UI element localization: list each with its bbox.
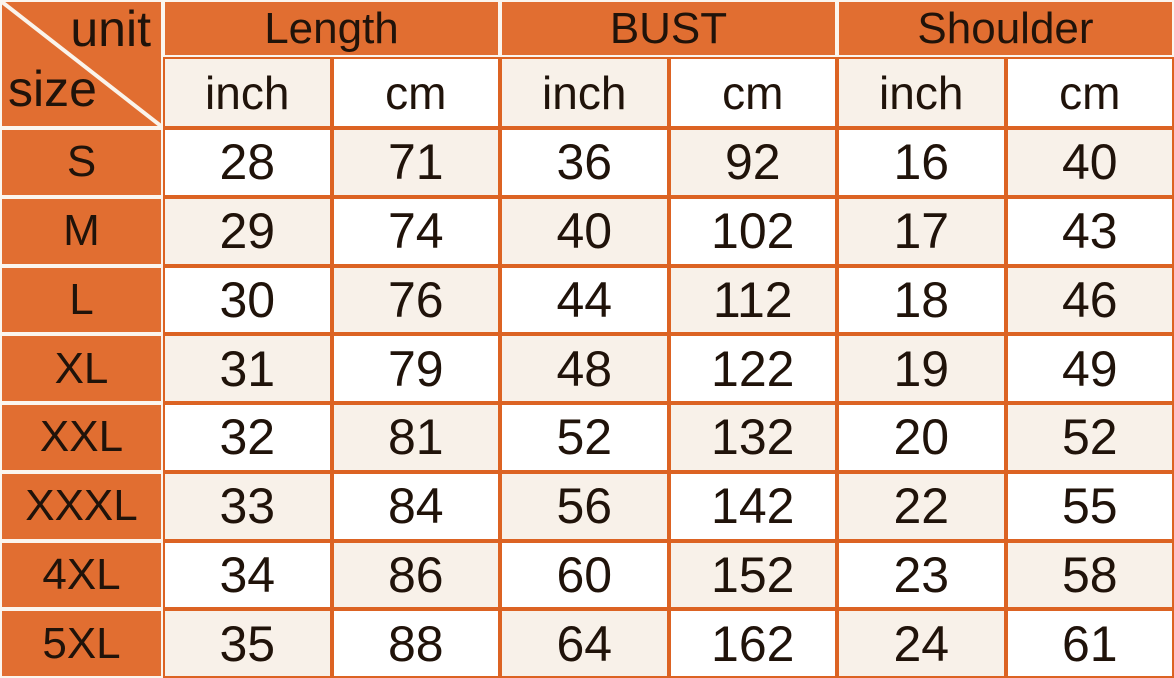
table-row: S 28 71 36 92 16 40 xyxy=(0,128,1174,197)
value-cell: 34 xyxy=(163,540,332,610)
value-cell: 152 xyxy=(668,540,837,610)
value-cell: 24 xyxy=(837,609,1006,678)
value-cell: 23 xyxy=(837,540,1006,610)
table-row: 4XL 34 86 60 152 23 58 xyxy=(0,540,1174,610)
value-cell: 43 xyxy=(1005,196,1174,266)
value-cell: 74 xyxy=(331,196,500,266)
value-cell: 32 xyxy=(163,403,332,472)
group-header-bust: BUST xyxy=(500,0,837,57)
size-rows: S 28 71 36 92 16 40 M 29 74 40 102 17 43 L 30 76 44 112 18 4… xyxy=(0,128,1174,678)
value-cell: 48 xyxy=(500,334,669,403)
size-cell: XXL xyxy=(0,403,163,472)
value-cell: 17 xyxy=(837,196,1006,266)
unit-header-row: inch cm inch cm inch cm xyxy=(0,57,1174,128)
value-cell: 71 xyxy=(331,128,500,197)
table-row: M 29 74 40 102 17 43 xyxy=(0,196,1174,266)
unit-header-bust-inch: inch xyxy=(500,57,669,128)
corner-size-label: size xyxy=(8,61,97,117)
value-cell: 55 xyxy=(1005,471,1174,541)
value-cell: 79 xyxy=(331,334,500,403)
unit-header-length-inch: inch xyxy=(163,57,332,128)
value-cell: 19 xyxy=(837,334,1006,403)
value-cell: 81 xyxy=(331,403,500,472)
corner-unit-label: unit xyxy=(70,1,151,57)
value-cell: 52 xyxy=(500,403,669,472)
size-cell: 5XL xyxy=(0,609,163,678)
value-cell: 36 xyxy=(500,128,669,197)
table-row: XL 31 79 48 122 19 49 xyxy=(0,334,1174,403)
table-row: XXL 32 81 52 132 20 52 xyxy=(0,403,1174,472)
table-row: XXXL 33 84 56 142 22 55 xyxy=(0,471,1174,541)
unit-header-shoulder-cm: cm xyxy=(1005,57,1174,128)
value-cell: 22 xyxy=(837,471,1006,541)
unit-header-length-cm: cm xyxy=(331,57,500,128)
group-header-row: unit size Length BUST Shoulder xyxy=(0,0,1174,128)
value-cell: 86 xyxy=(331,540,500,610)
value-cell: 112 xyxy=(668,265,837,335)
unit-header-bust-cm: cm xyxy=(668,57,837,128)
value-cell: 132 xyxy=(668,403,837,472)
value-cell: 28 xyxy=(163,128,332,197)
value-cell: 60 xyxy=(500,540,669,610)
size-cell: XL xyxy=(0,334,163,403)
value-cell: 162 xyxy=(668,609,837,678)
value-cell: 31 xyxy=(163,334,332,403)
value-cell: 40 xyxy=(1005,128,1174,197)
value-cell: 40 xyxy=(500,196,669,266)
value-cell: 49 xyxy=(1005,334,1174,403)
value-cell: 20 xyxy=(837,403,1006,472)
value-cell: 58 xyxy=(1005,540,1174,610)
group-header-length: Length xyxy=(163,0,500,57)
value-cell: 88 xyxy=(331,609,500,678)
value-cell: 56 xyxy=(500,471,669,541)
value-cell: 18 xyxy=(837,265,1006,335)
value-cell: 46 xyxy=(1005,265,1174,335)
value-cell: 142 xyxy=(668,471,837,541)
value-cell: 102 xyxy=(668,196,837,266)
table-row: 5XL 35 88 64 162 24 61 xyxy=(0,609,1174,678)
value-cell: 29 xyxy=(163,196,332,266)
size-cell: S xyxy=(0,128,163,197)
value-cell: 122 xyxy=(668,334,837,403)
table-row: L 30 76 44 112 18 46 xyxy=(0,265,1174,335)
value-cell: 16 xyxy=(837,128,1006,197)
value-cell: 44 xyxy=(500,265,669,335)
value-cell: 76 xyxy=(331,265,500,335)
value-cell: 30 xyxy=(163,265,332,335)
value-cell: 33 xyxy=(163,471,332,541)
value-cell: 92 xyxy=(668,128,837,197)
size-cell: 4XL xyxy=(0,540,163,610)
diagonal-divider-line xyxy=(2,2,161,126)
group-header-shoulder: Shoulder xyxy=(837,0,1174,57)
value-cell: 64 xyxy=(500,609,669,678)
corner-cell: unit size xyxy=(0,0,163,128)
size-cell: XXXL xyxy=(0,471,163,541)
value-cell: 61 xyxy=(1005,609,1174,678)
value-cell: 35 xyxy=(163,609,332,678)
unit-header-shoulder-inch: inch xyxy=(837,57,1006,128)
size-cell: M xyxy=(0,196,163,266)
value-cell: 84 xyxy=(331,471,500,541)
value-cell: 52 xyxy=(1005,403,1174,472)
size-cell: L xyxy=(0,265,163,335)
